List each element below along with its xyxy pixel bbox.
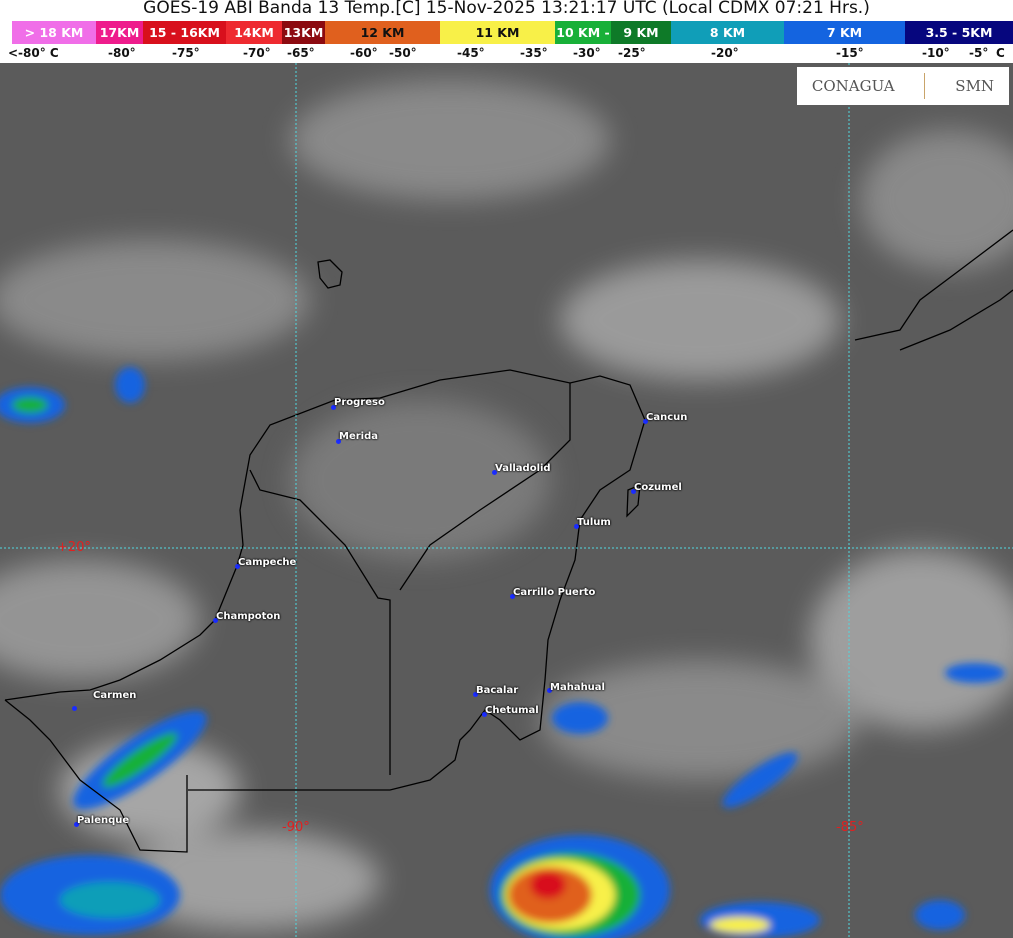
scale-tick: -70° (243, 46, 271, 60)
scale-tick: -20° (711, 46, 739, 60)
scale-tick: C (996, 46, 1005, 60)
scale-tick: -15° (836, 46, 864, 60)
scale-tick: -60° (350, 46, 378, 60)
scale-band: > 18 KM (12, 21, 96, 44)
city-label: Palenque (77, 815, 130, 826)
city-label: Chetumal (485, 705, 539, 716)
city-marker (510, 594, 515, 599)
graticule (0, 63, 1013, 938)
scale-tick: -30° (573, 46, 601, 60)
city-label: Cozumel (634, 482, 682, 493)
image-title: GOES-19 ABI Banda 13 Temp.[C] 15-Nov-202… (143, 0, 870, 18)
longitude-label-85: -85° (836, 820, 864, 835)
satellite-map (0, 63, 1013, 938)
city-label: Progreso (334, 397, 385, 408)
scale-band: 15 - 16KM (143, 21, 226, 44)
latitude-label: +20° (57, 540, 91, 555)
satellite-imagery (0, 63, 1013, 938)
scale-band: 7 KM (784, 21, 905, 44)
scale-tick: -5° (969, 46, 989, 60)
scale-tick: -35° (520, 46, 548, 60)
city-marker (574, 524, 579, 529)
city-marker (473, 692, 478, 697)
city-marker (331, 405, 336, 410)
city-marker (336, 439, 341, 444)
scale-tick: -50° (389, 46, 417, 60)
scale-tick: -25° (618, 46, 646, 60)
city-label: Merida (339, 431, 378, 442)
city-marker (631, 489, 636, 494)
city-marker (492, 470, 497, 475)
scale-tick: -80° (108, 46, 136, 60)
city-marker (547, 688, 552, 693)
scale-tick: -75° (172, 46, 200, 60)
city-marker (235, 564, 240, 569)
city-label: Cancun (646, 412, 688, 423)
city-label: Valladolid (495, 463, 551, 474)
city-label: Bacalar (476, 685, 519, 696)
scale-band: 14KM (226, 21, 282, 44)
scale-tick: -45° (457, 46, 485, 60)
city-label: Mahahual (550, 682, 605, 693)
city-label: Carrillo Puerto (513, 587, 596, 598)
conagua-logo: CONAGUA (811, 77, 895, 95)
scale-band: 13KM (282, 21, 325, 44)
scale-band: 10 KM - (555, 21, 611, 44)
scale-band: 8 KM (671, 21, 784, 44)
city-label: Campeche (238, 557, 297, 568)
city-marker (643, 419, 648, 424)
temperature-ticks: <-80° C -80° -75° -70° -65° -60° -50° -45° -35° -… (0, 44, 1013, 63)
city-marker (72, 706, 77, 711)
scale-band: 11 KM (440, 21, 555, 44)
scale-band: 3.5 - 5KM (905, 21, 1013, 44)
scale-band: 9 KM (611, 21, 671, 44)
scale-tick: -10° (922, 46, 950, 60)
agency-logos: CONAGUA SMN (797, 67, 1009, 105)
city-marker (74, 822, 79, 827)
city-label: Champoton (216, 611, 281, 622)
scale-band: 12 KM (325, 21, 440, 44)
scale-tick: -65° (287, 46, 315, 60)
city-label: Carmen (93, 690, 137, 701)
smn-logo: SMN (955, 77, 995, 95)
scale-band: 17KM (96, 21, 143, 44)
city-marker (213, 618, 218, 623)
cloud-cover (0, 80, 1013, 930)
city-marker (482, 712, 487, 717)
scale-tick: <-80° C (8, 46, 59, 60)
temperature-color-scale: > 18 KM 17KM 15 - 16KM 14KM 13KM 12 KM 11 KM 10… (12, 21, 1013, 44)
longitude-label-90: -90° (282, 820, 310, 835)
city-label: Tulum (577, 517, 611, 528)
convective-cells (0, 367, 1005, 938)
